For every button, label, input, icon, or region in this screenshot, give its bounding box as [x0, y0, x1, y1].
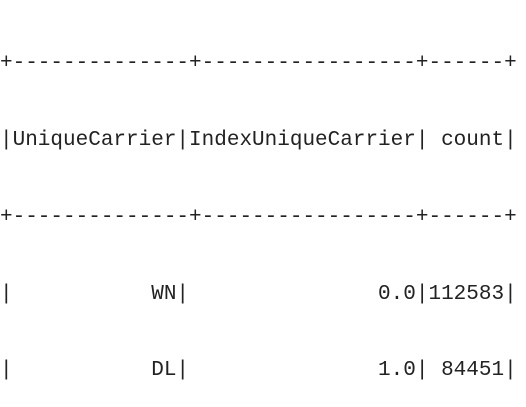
table-row: | DL| 1.0| 84451| — [0, 359, 517, 383]
table-header-row: |UniqueCarrier|IndexUniqueCarrier| count… — [0, 128, 517, 152]
table-row: | WN| 0.0|112583| — [0, 282, 517, 306]
table-top-border: +--------------+-----------------+------… — [0, 52, 517, 76]
table-header-border: +--------------+-----------------+------… — [0, 205, 517, 229]
